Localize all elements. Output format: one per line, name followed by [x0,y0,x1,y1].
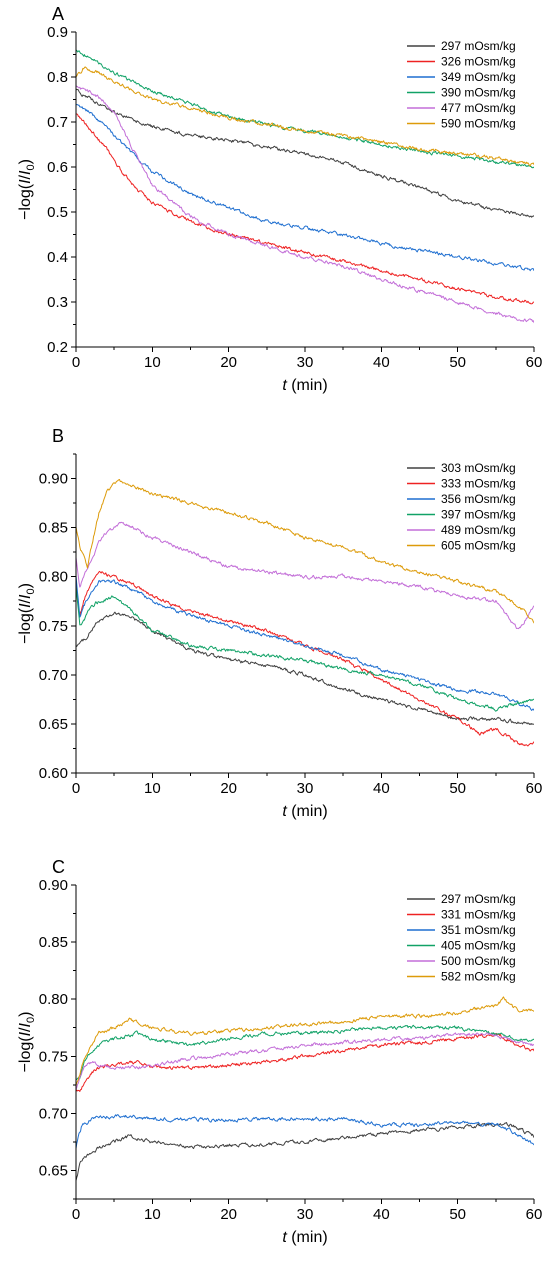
panel-b-y-tick-label: 0.65 [39,716,68,733]
panel-b-series-line-5 [76,521,534,630]
panel-a-legend-label-4: 390 mOsm/kg [441,86,516,100]
panel-b-y-tick-label: 0.60 [39,765,68,782]
panel-b-y-tick-label: 0.85 [39,520,68,537]
panel-b-series-line-4 [76,586,534,712]
panel-a-chart: 0 10 20 30 40 50 60 0.2 0.3 0.4 0.5 0.6 0.7 0.8 0.9At … [17,4,543,394]
panel-b-x-axis-title: t (min) [282,803,327,820]
panel-a-x-tick-label: 0 [72,354,80,371]
panel-c-legend-label-4: 405 mOsm/kg [441,939,516,953]
panel-a-y-tick-label: 0.5 [47,204,68,221]
panel-c-y-axis-title: −log(I/I0) [17,1012,37,1073]
panel-b-x-tick-label: 40 [373,780,390,797]
panel-b-x-tick-label: 30 [297,780,314,797]
panel-b-legend-label-6: 605 mOsm/kg [441,539,516,553]
panel-a-x-tick-label: 50 [449,354,466,371]
panel-a-y-tick-label: 0.8 [47,69,68,86]
panel-b-series-group [76,479,534,747]
panel-c-series-line-4 [76,1024,534,1081]
panel-c-y-tick-label: 0.65 [39,1162,68,1179]
panel-b-series-line-1 [76,611,534,726]
panel-c-legend-label-6: 582 mOsm/kg [441,970,516,984]
panel-c-y-tick-label: 0.70 [39,1105,68,1122]
panel-c-y-tick-label: 0.90 [39,877,68,894]
panel-a-series-line-6 [76,66,534,167]
panel-c-x-tick-label: 0 [72,1206,80,1223]
panel-a-x-tick-label: 20 [220,354,237,371]
panel-a-y-tick-label: 0.6 [47,159,68,176]
panel-a-y-tick-label: 0.2 [47,339,68,356]
panel-c-series-line-3 [76,1114,534,1150]
panel-c-x-tick-label: 10 [144,1206,161,1223]
panel-c-x-axis-title: t (min) [282,1229,327,1246]
panel-a-x-tick-label: 40 [373,354,390,371]
panel-a-legend-label-3: 349 mOsm/kg [441,70,516,84]
panel-b-x-tick-label: 50 [449,780,466,797]
panel-c-x-tick-label: 50 [449,1206,466,1223]
panel-b-x-tick-label: 60 [526,780,543,797]
panel-a-series-line-1 [76,88,534,218]
panel-b-y-tick-label: 0.80 [39,569,68,586]
panel-b-y-tick-label: 0.75 [39,618,68,635]
panel-b-legend-label-4: 397 mOsm/kg [441,508,516,522]
panel-b-label: B [52,426,64,446]
panel-b-series-line-3 [76,575,534,711]
panel-c-x-tick-label: 20 [220,1206,237,1223]
panel-a-series-group [76,49,534,324]
panel-b-x-tick-label: 20 [220,780,237,797]
panel-a-label: A [52,4,64,24]
panel-a-series-line-3 [76,103,534,272]
panel-a-x-axis-title: t (min) [282,377,327,394]
panel-b-x-tick-label: 10 [144,780,161,797]
panel-a-x-tick-label: 30 [297,354,314,371]
panel-b-series-line-2 [76,570,534,747]
panel-c-series-group [76,996,534,1182]
panel-c-y-tick-label: 0.80 [39,991,68,1008]
panel-c-x-tick-label: 40 [373,1206,390,1223]
panel-c-legend-label-1: 297 mOsm/kg [441,892,516,906]
panel-a-legend-label-2: 326 mOsm/kg [441,55,516,69]
panel-a-y-tick-label: 0.4 [47,249,68,266]
panel-b-y-axis-title: −log(I/I0) [17,583,37,644]
panel-c-y-tick-label: 0.75 [39,1048,68,1065]
panel-a-x-tick-label: 60 [526,354,543,371]
panel-c-series-line-2 [76,1032,534,1093]
panel-c-legend-label-2: 331 mOsm/kg [441,908,516,922]
panel-a-y-tick-label: 0.3 [47,294,68,311]
panel-a-legend-label-1: 297 mOsm/kg [441,39,516,53]
panel-c-series-line-5 [76,1032,534,1091]
panel-b-legend-label-5: 489 mOsm/kg [441,523,516,537]
panel-a-x-tick-label: 10 [144,354,161,371]
panel-c-chart: 0 10 20 30 40 50 60 0.65 0.70 0.75 0.80 0.85 0.90Ct … [17,857,543,1246]
panel-b-legend-label-1: 303 mOsm/kg [441,461,516,475]
panel-c-label: C [52,857,65,877]
panel-a-y-tick-label: 0.7 [47,114,68,131]
panel-c-x-tick-label: 60 [526,1206,543,1223]
panel-a-y-tick-label: 0.9 [47,24,68,41]
panel-a-legend-label-6: 590 mOsm/kg [441,117,516,131]
panel-c-legend-label-5: 500 mOsm/kg [441,954,516,968]
panel-b-x-tick-label: 0 [72,780,80,797]
panel-b-legend-label-2: 333 mOsm/kg [441,477,516,491]
panel-a-series-line-4 [76,49,534,169]
panel-c-series-line-6 [76,996,534,1087]
panel-c-series-line-1 [76,1122,534,1182]
panel-b-chart: 0 10 20 30 40 50 60 0.60 0.65 0.70 0.75 0.80 0.85 0.9… [17,426,543,820]
panel-b-legend-label-3: 356 mOsm/kg [441,492,516,506]
panel-c-x-tick-label: 30 [297,1206,314,1223]
panel-a-legend-label-5: 477 mOsm/kg [441,101,516,115]
panel-a-y-axis-title: −log(I/I0) [17,159,37,220]
panel-a-series-line-5 [76,85,534,324]
panel-b-y-tick-label: 0.70 [39,667,68,684]
panel-a-series-line-2 [76,113,534,305]
panel-c-legend-label-3: 351 mOsm/kg [441,923,516,937]
panel-c-y-tick-label: 0.85 [39,934,68,951]
panel-b-y-tick-label: 0.90 [39,471,68,488]
panel-b-series-line-6 [76,479,534,624]
